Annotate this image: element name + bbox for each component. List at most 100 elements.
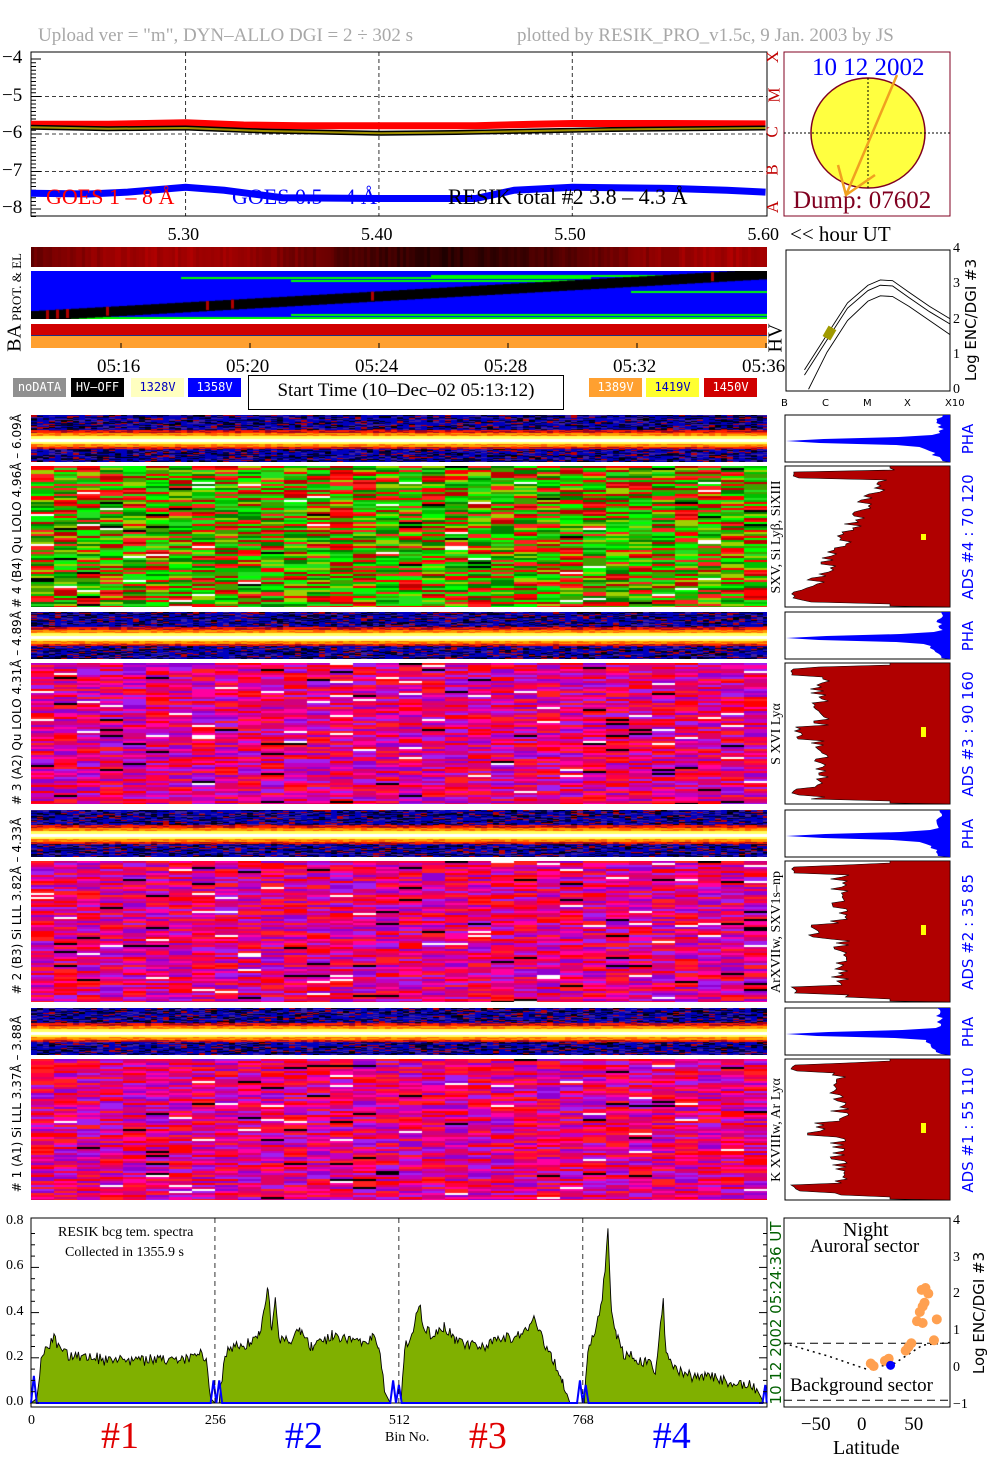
line-histogram-red <box>791 465 951 608</box>
latitude-point <box>906 1338 917 1349</box>
line-identification-label: ArXVIIw, SXV1s–np <box>769 870 784 993</box>
lat-x-tick-label: 0 <box>857 1414 867 1435</box>
channel-number-label: #1 <box>100 1415 139 1457</box>
lat-y-tick-label: 0 <box>953 1360 960 1375</box>
enc-x-tick-label: X10 <box>945 398 965 409</box>
channel-label-4: # 4 (B4) Qu LOLO 4.96Å – 6.09Å <box>10 414 24 608</box>
time-tick-label: 05:24 <box>355 356 399 377</box>
channel-label-2: # 2 (B3) Si LLL 3.82Å – 4.33Å <box>10 817 24 995</box>
lat-y-tick-label: 3 <box>953 1249 960 1265</box>
start-time-box: Start Time (10–Dec–02 05:13:12) <box>248 375 564 410</box>
ads-window-marker <box>921 1123 926 1133</box>
spectrum-annotation-title: RESIK bcg tem. spectra <box>58 1225 194 1240</box>
latitude-point <box>919 1297 930 1308</box>
pha-strip-spectrogram <box>31 810 767 857</box>
enc-plot-frame <box>785 249 951 392</box>
y-tick-label: −5 <box>2 84 23 106</box>
time-tick-label: 05:32 <box>613 356 657 377</box>
background-sector-label: Background sector <box>790 1375 933 1396</box>
time-tick-label: 05:28 <box>484 356 528 377</box>
resik-total-line-fill <box>30 126 766 135</box>
current-latitude-point <box>886 1360 896 1370</box>
latitude-point <box>931 1314 942 1325</box>
enc-x-tick-label: C <box>822 398 829 409</box>
pha-label: PHA <box>959 423 977 455</box>
enc-y-tick-label: 1 <box>953 346 960 362</box>
y-tick-label: −4 <box>2 47 23 68</box>
y-tick-label: −8 <box>2 197 23 218</box>
channel-spectrogram-3 <box>31 663 767 804</box>
lat-y-tick-label: 1 <box>953 1323 960 1339</box>
line-histogram-red <box>790 860 951 1003</box>
ads-label: ADS #3 : 90 160 <box>959 670 977 797</box>
legend-label-1: GOES 0.5 – 4 Å <box>232 184 377 209</box>
pha-label: PHA <box>959 620 977 652</box>
ads-label: ADS #4 : 70 120 <box>959 473 977 600</box>
enc-y-tick-label: 0 <box>953 382 960 397</box>
pha-histogram-blue <box>786 810 950 857</box>
enc-x-tick-label: X <box>904 398 911 409</box>
channel-spectrogram-1 <box>31 1059 767 1200</box>
channel-number-label: #3 <box>468 1415 507 1457</box>
spectrum-y-tick-label: 0.8 <box>6 1213 24 1229</box>
lat-y-tick-label: 2 <box>953 1286 960 1302</box>
channel-spectrogram-4 <box>31 466 767 607</box>
enc-x-tick-label: M <box>863 398 872 409</box>
spectrum-y-tick-label: 0.0 <box>6 1394 24 1409</box>
x-axis-unit-label: << hour UT <box>790 222 891 246</box>
goes-long-line <box>31 119 766 130</box>
spectrum-x-tick-label: 512 <box>388 1413 410 1428</box>
lat-y-tick-label: −1 <box>953 1396 968 1412</box>
pha-strip-spectrogram <box>31 612 767 659</box>
header-plotted-by: plotted by RESIK_PRO_v1.5c, 9 Jan. 2003 … <box>517 25 894 46</box>
y-tick-label: −7 <box>2 159 23 181</box>
pha-histogram-blue <box>786 612 950 659</box>
spectrum-y-tick-label: 0.4 <box>6 1303 24 1319</box>
spectrum-y-tick-label: 0.2 <box>6 1348 24 1364</box>
x-tick-label: 5.40 <box>360 224 393 244</box>
flare-class-label: A <box>763 200 783 214</box>
latitude-point <box>916 1284 927 1295</box>
proton-status-panel <box>31 271 767 319</box>
latitude-point <box>868 1361 879 1372</box>
line-identification-label: SXV, Si Lyβ, SiXIII <box>769 479 784 594</box>
enc-y-tick-label: 2 <box>953 311 960 327</box>
channel-number-label: #2 <box>284 1415 323 1457</box>
channel-number-label: #4 <box>652 1415 691 1457</box>
flare-class-label: C <box>762 126 782 138</box>
lat-x-tick-label: 50 <box>904 1414 924 1435</box>
header-upload-info: Upload ver = "m", DYN–ALLO DGI = 2 ÷ 302… <box>38 25 414 46</box>
enc-y-tick-label: 3 <box>953 276 960 292</box>
latitude-point <box>917 1318 928 1328</box>
channel-spectrogram-2 <box>31 861 767 1002</box>
legend-item-hv–off: HV–OFF <box>70 377 125 398</box>
enc-curve-2 <box>808 295 951 390</box>
flare-track-arrow <box>836 74 899 199</box>
legend-item-1389v: 1389V <box>588 377 643 398</box>
pha-histogram-blue <box>786 1008 950 1055</box>
sun-date: 10 12 2002 <box>812 54 925 81</box>
pha-strip-spectrogram <box>31 415 767 462</box>
flare-class-label: M <box>764 86 784 103</box>
electron-rate-strip <box>31 247 767 267</box>
pha-histogram-blue <box>786 415 950 462</box>
legend-item-1450v: 1450V <box>703 377 758 398</box>
legend-item-1419v: 1419V <box>645 377 700 398</box>
spectrum-annotation-collected: Collected in 1355.9 s <box>65 1245 184 1260</box>
legend-item-1358v: 1358V <box>187 377 242 398</box>
line-histogram-red <box>790 662 951 805</box>
enc-y-axis-label: Log ENC/DGI #3 <box>962 258 980 382</box>
time-tick-label: 05:36 <box>742 356 786 377</box>
spectrum-x-tick-label: 768 <box>572 1413 594 1428</box>
time-tick-label: 05:16 <box>97 356 141 377</box>
ba-hv-strip-orange <box>31 336 767 348</box>
pha-strip-spectrogram <box>31 1008 767 1055</box>
ba-hv-strip-red <box>31 324 767 336</box>
lat-y-axis-label: Log ENC/DGI #3 <box>970 1251 988 1375</box>
spectrum-date-time-label: 10 12 2002 05:24:36 UT <box>767 1221 785 1405</box>
line-identification-label: K XVIIIw, Ar Lyα <box>769 1077 784 1182</box>
ads-label: ADS #2 : 35 85 <box>959 873 977 990</box>
legend-item-1328v: 1328V <box>130 377 185 398</box>
